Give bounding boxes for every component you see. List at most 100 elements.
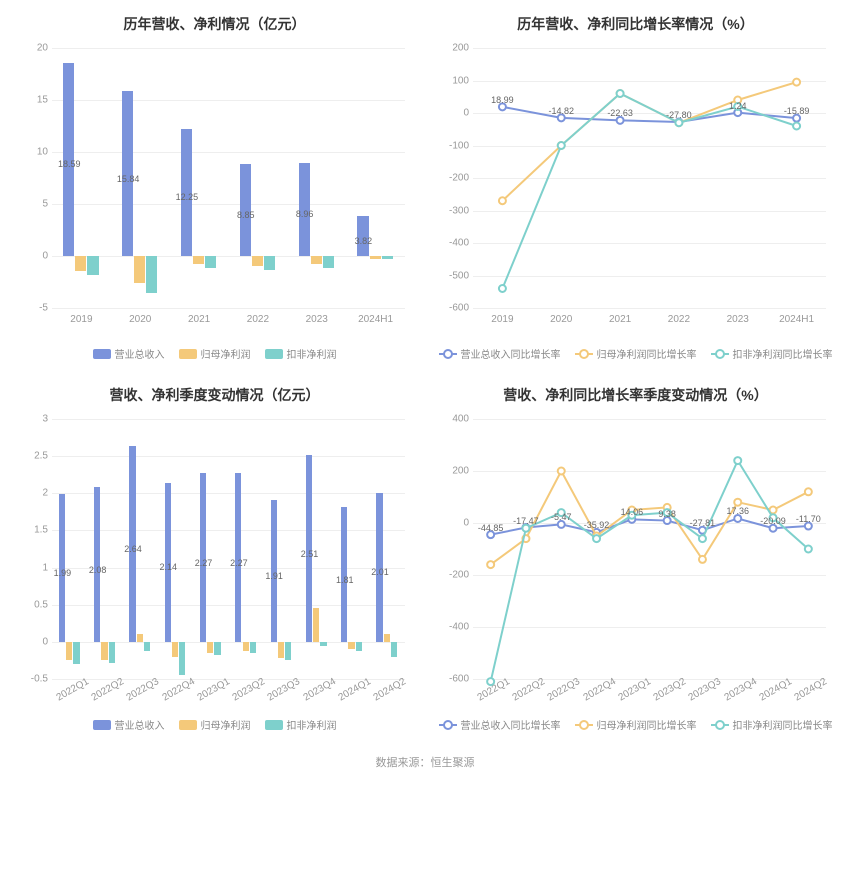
bar bbox=[207, 642, 213, 653]
legend-label: 归母净利润同比增长率 bbox=[597, 346, 697, 361]
line-point bbox=[499, 285, 506, 292]
y-tick: -200 bbox=[449, 570, 469, 581]
bar bbox=[66, 642, 72, 661]
y-tick: 0 bbox=[463, 108, 469, 119]
bar bbox=[205, 256, 216, 268]
y-tick: -600 bbox=[449, 674, 469, 685]
legend-swatch bbox=[439, 353, 457, 355]
bar-label: 3.82 bbox=[355, 236, 373, 246]
bar bbox=[356, 642, 362, 651]
legend-label: 扣非净利润同比增长率 bbox=[733, 346, 833, 361]
bar bbox=[384, 634, 390, 641]
x-tick: 2024Q2 bbox=[793, 676, 829, 703]
bar bbox=[134, 256, 145, 283]
bar-label: 1.91 bbox=[265, 571, 283, 581]
bar bbox=[109, 642, 115, 663]
legend-item: 扣非净利润 bbox=[265, 717, 337, 732]
bar bbox=[101, 642, 107, 661]
legend-item: 营业总收入同比增长率 bbox=[439, 346, 561, 361]
x-tick: 2022 bbox=[668, 314, 690, 325]
bar bbox=[370, 256, 381, 259]
legend-label: 营业总收入同比增长率 bbox=[461, 717, 561, 732]
legend-label: 扣非净利润 bbox=[287, 346, 337, 361]
bar bbox=[382, 256, 393, 259]
x-tick: 2023Q3 bbox=[687, 676, 723, 703]
y-tick: -500 bbox=[449, 270, 469, 281]
legend-swatch bbox=[711, 724, 729, 726]
point-label: 18.99 bbox=[491, 95, 514, 105]
y-tick: -400 bbox=[449, 622, 469, 633]
x-tick: 2020 bbox=[550, 314, 572, 325]
bar bbox=[193, 256, 204, 264]
legend-swatch bbox=[179, 349, 197, 359]
chart4-title: 营收、净利同比增长率季度变动情况（%） bbox=[429, 379, 842, 409]
bar bbox=[320, 642, 326, 646]
line-point bbox=[793, 79, 800, 86]
line-point bbox=[734, 457, 741, 464]
bar bbox=[214, 642, 220, 655]
y-tick: 3 bbox=[42, 414, 48, 425]
bar bbox=[391, 642, 397, 657]
bar-label: 2.51 bbox=[301, 549, 319, 559]
line-point bbox=[675, 119, 682, 126]
chart4-legend: 营业总收入同比增长率归母净利润同比增长率 扣非净利润同比增长率 bbox=[429, 709, 842, 742]
line-point bbox=[499, 197, 506, 204]
y-tick: 20 bbox=[37, 43, 48, 54]
line-point bbox=[805, 546, 812, 553]
legend-swatch bbox=[265, 349, 283, 359]
legend-item: 归母净利润 bbox=[179, 717, 251, 732]
x-tick: 2023Q1 bbox=[616, 676, 652, 703]
bar bbox=[73, 642, 79, 664]
x-tick: 2023Q2 bbox=[231, 676, 267, 703]
bar bbox=[311, 256, 322, 264]
y-tick: 10 bbox=[37, 147, 48, 158]
legend-item: 扣非净利润 bbox=[265, 346, 337, 361]
bar bbox=[250, 642, 256, 653]
legend-item: 扣非净利润同比增长率 bbox=[711, 346, 833, 361]
line-point bbox=[805, 488, 812, 495]
bar bbox=[179, 642, 185, 675]
panel-4: 营收、净利同比增长率季度变动情况（%） -600-400-20002004002… bbox=[429, 379, 842, 742]
y-tick: -5 bbox=[39, 303, 48, 314]
legend-item: 归母净利润 bbox=[179, 346, 251, 361]
legend-label: 扣非净利润同比增长率 bbox=[733, 717, 833, 732]
legend-item: 营业总收入 bbox=[93, 717, 165, 732]
legend-item: 归母净利润同比增长率 bbox=[575, 717, 697, 732]
bar-label: 2.27 bbox=[230, 558, 248, 568]
line-point bbox=[593, 535, 600, 542]
x-tick: 2022Q4 bbox=[581, 676, 617, 703]
bar bbox=[252, 256, 263, 266]
y-tick: -400 bbox=[449, 238, 469, 249]
x-tick: 2024Q1 bbox=[758, 676, 794, 703]
line-point bbox=[699, 535, 706, 542]
legend-item: 营业总收入同比增长率 bbox=[439, 717, 561, 732]
x-tick: 2023 bbox=[306, 314, 328, 325]
y-tick: -0.5 bbox=[31, 674, 48, 685]
bar-label: 12.25 bbox=[176, 192, 199, 202]
x-tick: 2023Q4 bbox=[722, 676, 758, 703]
line-point bbox=[699, 556, 706, 563]
bar bbox=[75, 256, 86, 271]
x-tick: 2024Q2 bbox=[372, 676, 408, 703]
panel-2: 历年营收、净利同比增长率情况（%） -600-500-400-300-200-1… bbox=[429, 8, 842, 371]
y-tick: -600 bbox=[449, 303, 469, 314]
bar bbox=[243, 642, 249, 651]
x-tick: 2021 bbox=[609, 314, 631, 325]
point-label: -14.82 bbox=[548, 106, 574, 116]
point-label: -15.89 bbox=[784, 106, 810, 116]
y-tick: 5 bbox=[42, 199, 48, 210]
y-tick: 100 bbox=[452, 75, 469, 86]
x-tick: 2022Q4 bbox=[160, 676, 196, 703]
bar-label: 2.64 bbox=[124, 544, 142, 554]
x-tick: 2021 bbox=[188, 314, 210, 325]
y-tick: -200 bbox=[449, 173, 469, 184]
x-tick: 2023Q2 bbox=[652, 676, 688, 703]
y-tick: 200 bbox=[452, 466, 469, 477]
legend-swatch bbox=[439, 724, 457, 726]
x-tick: 2020 bbox=[129, 314, 151, 325]
x-tick: 2023Q1 bbox=[195, 676, 231, 703]
point-label: -17.47 bbox=[513, 516, 539, 526]
point-label: -35.92 bbox=[584, 520, 610, 530]
point-label: -27.81 bbox=[690, 518, 716, 528]
point-label: -20.09 bbox=[760, 516, 786, 526]
